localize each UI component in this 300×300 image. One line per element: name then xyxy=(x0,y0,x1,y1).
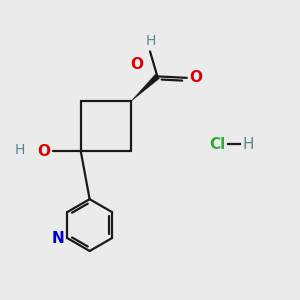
Text: H: H xyxy=(243,136,254,152)
Text: O: O xyxy=(38,144,50,159)
Text: O: O xyxy=(130,57,143,72)
Text: H: H xyxy=(14,143,25,157)
Text: H: H xyxy=(146,34,156,48)
Text: N: N xyxy=(52,230,65,245)
Polygon shape xyxy=(131,74,159,101)
Text: O: O xyxy=(189,70,202,86)
Text: Cl: Cl xyxy=(209,136,225,152)
